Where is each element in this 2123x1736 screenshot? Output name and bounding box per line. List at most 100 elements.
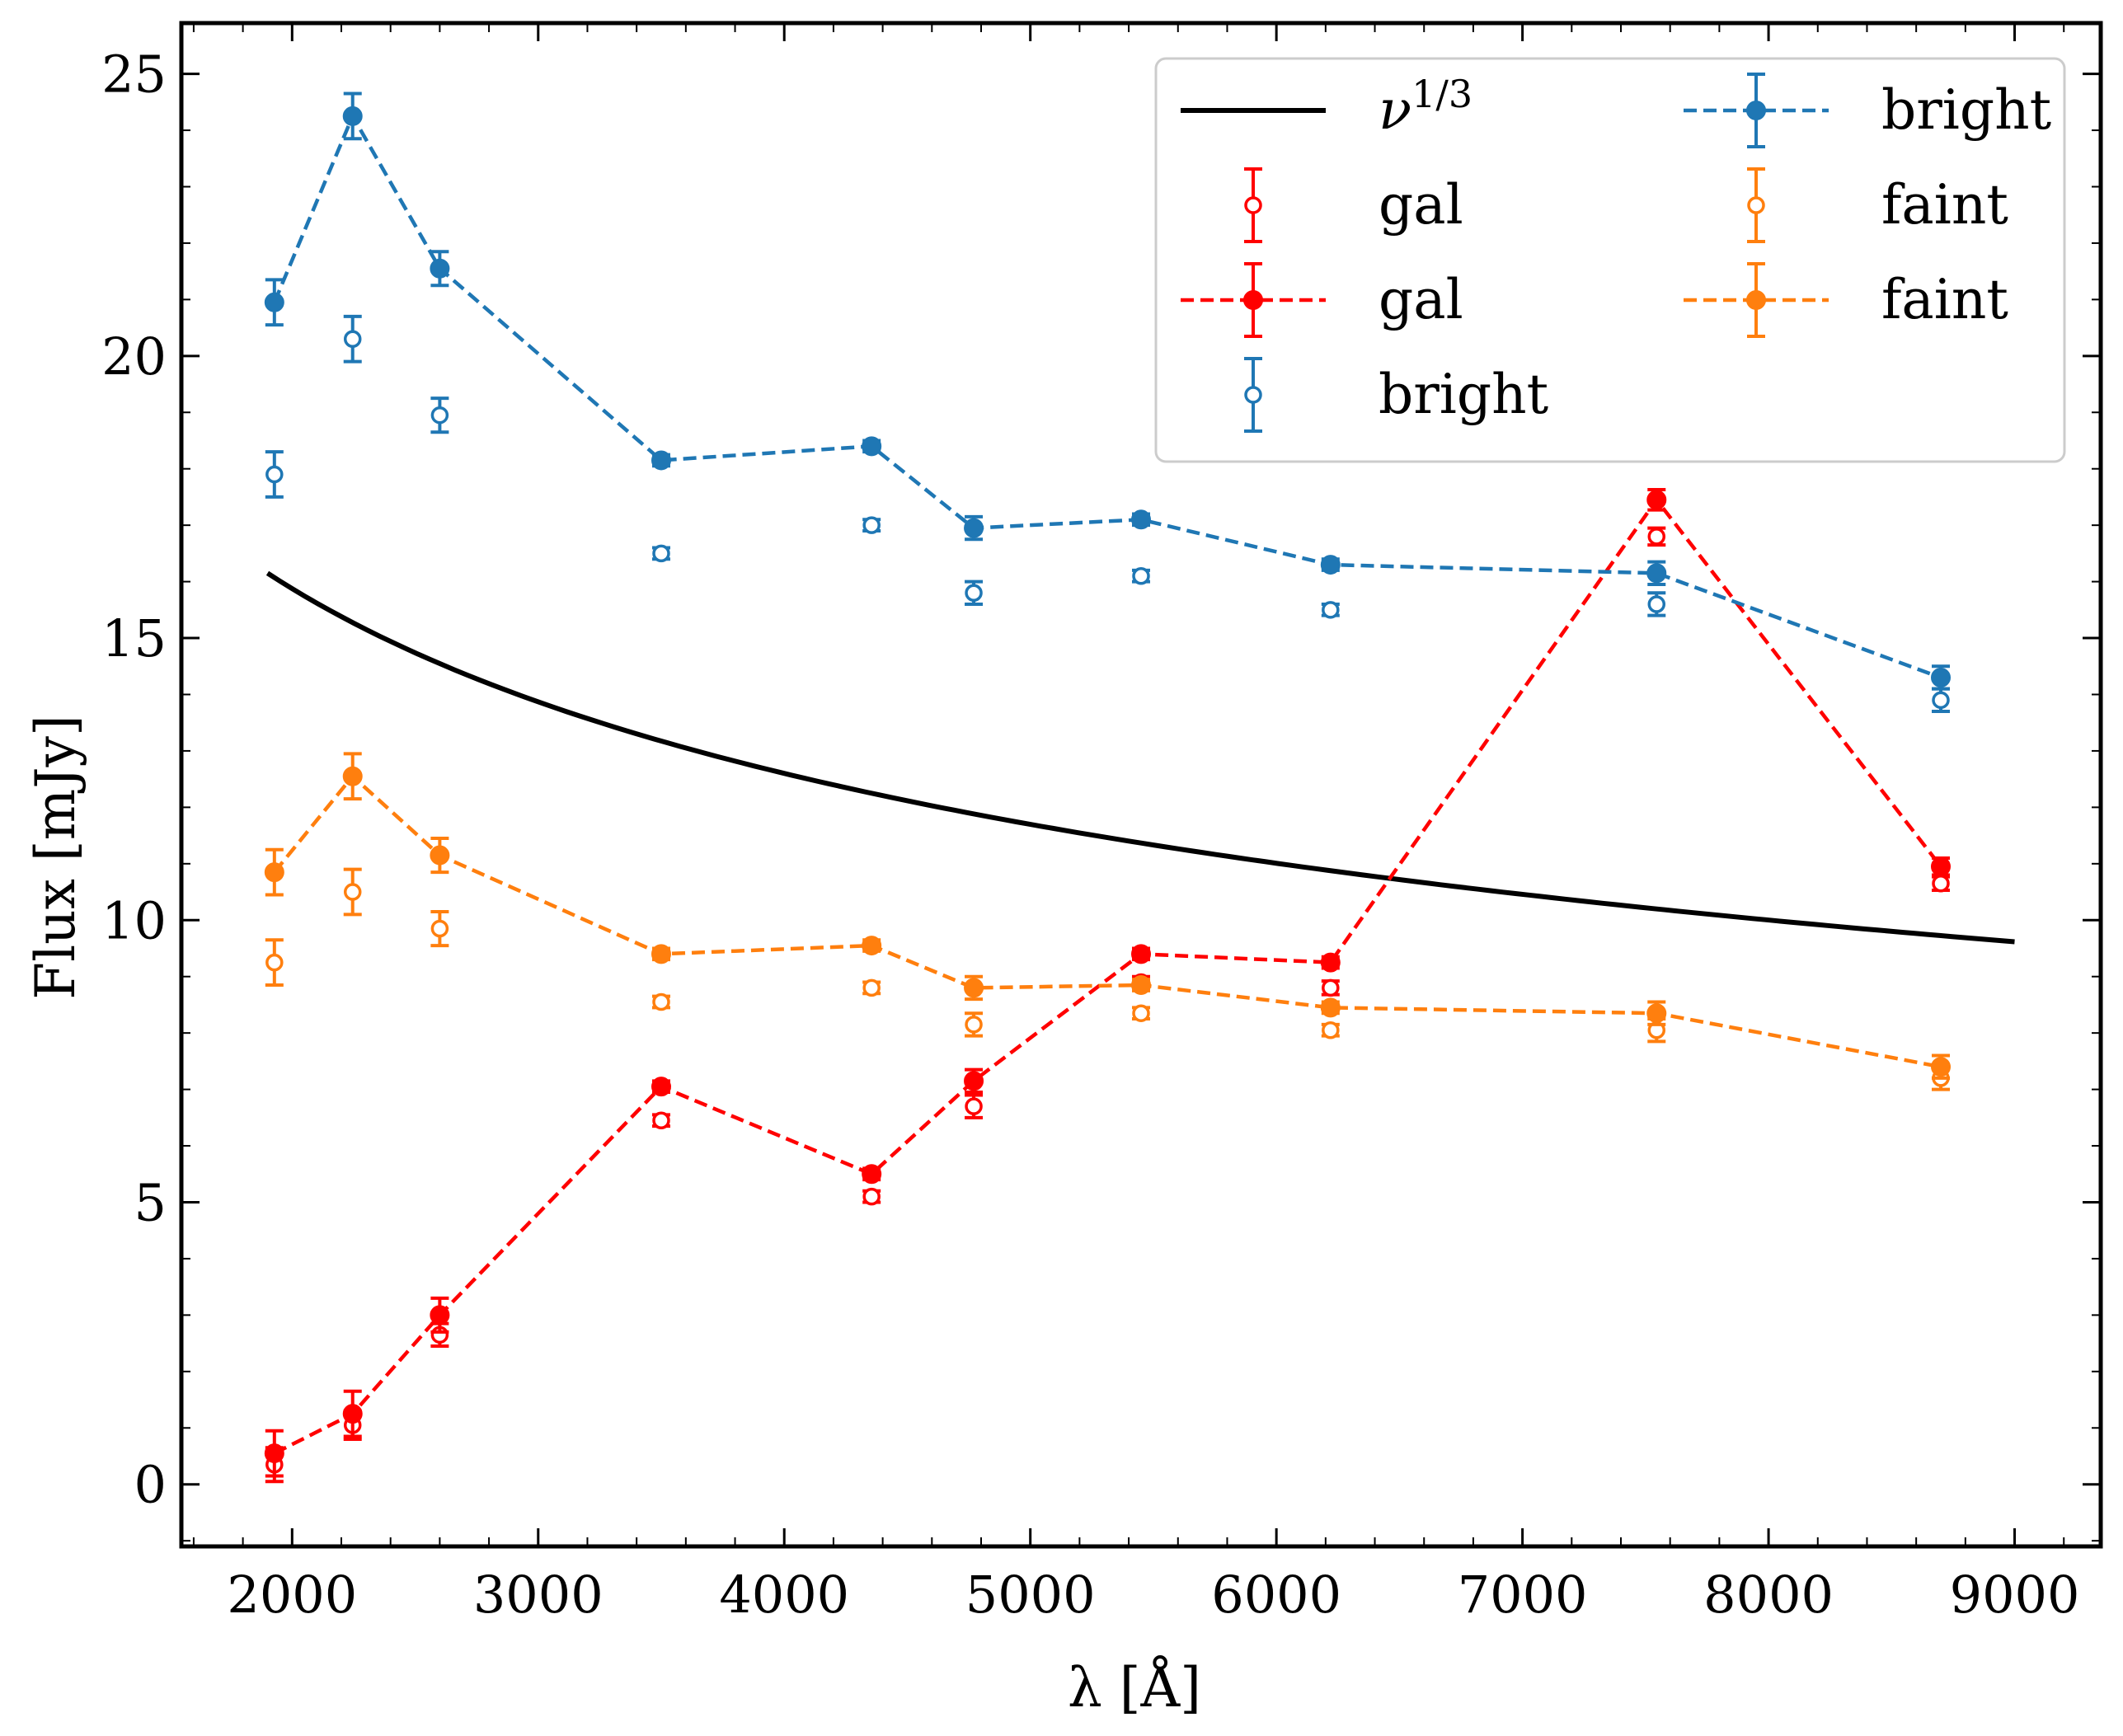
series-line-gal [273,496,1942,1456]
data-point-filled [862,436,882,457]
x-tick-label: 4000 [719,1565,849,1625]
data-point-open [265,953,284,972]
y-tick-label: 15 [101,608,167,669]
legend-item-gal-filled: gal [1181,262,1463,338]
legend-item-bright-open: bright [1244,357,1548,433]
data-point-filled [264,862,284,883]
model-curve-line [265,570,2015,945]
axes-frame [179,21,2103,1549]
data-point-filled [264,1443,284,1464]
data-point-open [965,1016,983,1034]
series-line-bright [272,111,1942,680]
data-point-open [862,1187,881,1206]
data-point-filled [1320,952,1341,973]
data-point-open [1132,1004,1150,1022]
data-point-open [652,544,670,563]
data-point-filled [862,1164,882,1185]
data-point-open [265,465,284,484]
legend-marker-open [1244,386,1262,404]
data-point-open [862,516,881,534]
data-point-filled [430,1305,450,1325]
y-tick-label: 5 [134,1172,167,1232]
y-axis-title: Flux [mJy] [24,715,87,999]
y-tick-label: 20 [101,326,167,387]
legend-box [1154,57,2066,463]
data-point-filled [1131,974,1151,995]
data-point-open [1647,528,1666,546]
data-point-filled [1320,555,1341,575]
legend-marker-filled [1746,101,1766,120]
data-point-filled [862,936,882,956]
data-point-filled [964,1071,984,1091]
x-tick-label: 2000 [227,1565,357,1625]
data-point-open [430,919,449,938]
data-point-filled [1931,856,1951,877]
data-point-open [343,883,362,901]
data-point-filled [430,845,450,866]
data-point-filled [1931,1057,1951,1077]
series-gal-filled [264,488,1951,1478]
data-point-open [1322,601,1340,619]
series-bright-open [265,314,1950,714]
data-point-open [652,992,670,1011]
data-point-open [1932,691,1950,710]
data-point-filled [342,106,363,126]
legend-label: faint [1881,268,2008,331]
x-tick-label: 6000 [1211,1565,1341,1625]
data-point-filled [1320,997,1341,1018]
legend-label: bright [1881,78,2051,142]
data-point-filled [342,1404,363,1424]
legend-marker-open [1244,196,1262,214]
y-tick-label: 25 [101,45,167,105]
legend-item-bright-filled: bright [1684,73,2051,148]
data-point-filled [342,766,363,786]
x-tick-label: 3000 [473,1565,604,1625]
data-point-open [430,406,449,425]
legend-item-faint-open: faint [1747,167,2008,243]
legend-marker-open [1747,196,1765,214]
data-point-filled [964,978,984,998]
legend-item-faint-filled: faint [1684,262,2008,338]
legend: ν1/3 gal gal bright bright faint faint [1154,57,2066,463]
legend-label: gal [1379,173,1463,237]
legend-label: gal [1379,268,1463,331]
series-bright-filled [264,91,1951,691]
data-point-open [862,978,881,997]
data-point-open [1647,595,1666,613]
data-point-filled [651,1077,671,1097]
data-point-filled [1646,490,1667,510]
legend-marker-filled [1243,290,1263,310]
data-point-filled [430,258,450,279]
legend-label: faint [1881,173,2008,237]
data-point-open [343,330,362,349]
data-point-open [652,1111,670,1129]
data-point-open [1132,567,1150,585]
data-point-filled [964,518,984,538]
data-point-filled [1131,509,1151,530]
data-point-filled [1646,563,1667,584]
data-point-filled [264,292,284,312]
series-faint-filled [264,752,1951,1080]
data-point-filled [1931,667,1951,687]
legend-label: bright [1379,363,1548,426]
x-tick-label: 7000 [1458,1565,1588,1625]
data-point-open [1322,978,1340,997]
x-tick-label: 5000 [965,1565,1096,1625]
legend-item-gal-open: gal [1244,167,1463,243]
data-point-open [1322,1020,1340,1039]
x-tick-label: 9000 [1950,1565,2080,1625]
data-point-open [1932,875,1950,893]
axes: 2000 3000 4000 5000 6000 7000 8000 9000 0 5 10 15 20… [101,21,2103,1625]
data-point-open [965,584,983,603]
y-tick-label: 10 [101,890,167,950]
data-point-filled [651,944,671,964]
y-tick-label: 0 [134,1455,167,1515]
data-point-open [965,1097,983,1115]
data-point-filled [1646,1003,1667,1024]
legend-marker-filled [1746,290,1766,310]
plot-area [264,91,2015,1484]
data-point-filled [1131,944,1151,964]
x-axis-title: λ [Å] [1068,1656,1201,1720]
x-tick-label: 8000 [1703,1565,1834,1625]
